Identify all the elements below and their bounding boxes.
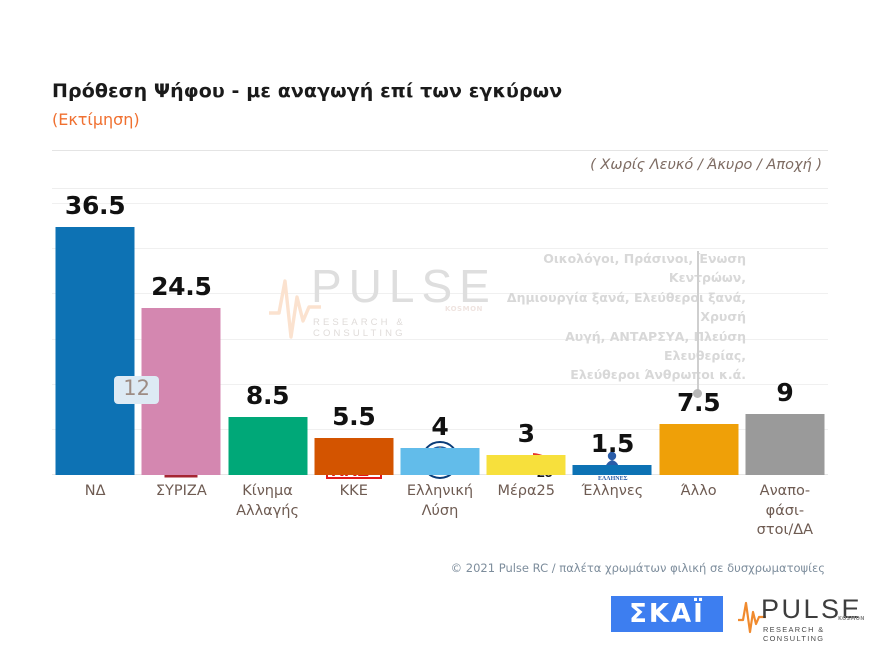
category-label-line: Μέρα25 [497,483,555,499]
pulse-logo-sub: KOSMON [838,616,865,622]
category-label-ΣΥΡΙΖΑ: ΣΥΡΙΖΑ [138,482,224,502]
gridline [52,339,828,340]
pulse-logo: PULSE KOSMON RESEARCH & CONSULTING [737,594,865,643]
bar-slot: ΚΚΕ5.5 [311,203,397,480]
bar-slot: 9 [742,203,828,475]
category-label-line: φάσι- [765,502,805,519]
bar-Ελληνική Λύση[interactable] [400,448,480,475]
category-label-line: στοι/ΔΑ [756,522,814,539]
bar-ΝΔ[interactable] [55,227,135,475]
pulse-logo-text: PULSE [761,594,863,624]
category-label-line: Κίνημα [242,483,293,499]
category-label-line: Άλλο [680,483,717,499]
category-label-Κίνημα Αλλαγής: Κίνημα Αλλαγής [224,482,310,521]
annotation-line: Δημιουργία ξανά, Ελεύθεροι ξανά, Χρυσή [506,289,746,325]
category-label-ΝΔ: ΝΔ [52,482,138,502]
gridline [52,293,828,294]
bar-value-label: 3 [517,419,535,448]
category-label-line: Λύση [421,502,459,519]
category-label-Ελληνική Λύση: Ελληνική Λύση [397,482,483,521]
header-divider-secondary [52,188,828,189]
pulse-wave-icon [738,601,766,634]
skai-logo: ΣΚΑΪ [611,596,723,632]
minor-parties-annotation: Οικολόγοι, Πράσινοι, Ένωση Κεντρώων, Δημ… [496,249,746,385]
gap-marker-label: 12 [114,376,159,404]
bar-Αναποφάσιστοι/ΔΑ[interactable] [745,414,825,475]
header-divider [52,150,828,151]
annotation-leader-dot [693,389,702,398]
annotation-leader-line [697,251,699,393]
category-label-line: ΝΔ [84,483,106,499]
gridline [52,248,828,249]
page-subtitle: (Εκτίμηση) [52,110,140,129]
bar-value-label: 9 [776,378,794,407]
bar-slot: 24.5 [138,203,224,481]
bar-value-label: 7.5 [676,388,721,417]
gridline [52,384,828,385]
annotation-line: Οικολόγοι, Πράσινοι, Ένωση Κεντρώων, [543,251,746,286]
page-title: Πρόθεση Ψήφου - με αναγωγή επί των εγκύρ… [52,80,563,102]
bar-Κίνημα Αλλαγής[interactable] [228,417,308,475]
annotation-line: Αυγή, ΑΝΤΑΡΣΥΑ, Πλεύση Ελευθερίας, [565,328,746,363]
category-axis-labels: ΝΔ ΣΥΡΙΖΑ Κίνημα Αλλαγής ΚΚΕ Ελληνική Λύση Μέρα… [52,482,828,552]
bar-slot: 8.5 [224,203,310,475]
svg-text:ΕΛΛΗΝΕΣ: ΕΛΛΗΝΕΣ [598,476,628,481]
gridline [52,429,828,430]
bar-value-label: 5.5 [332,402,376,431]
category-label-Έλληνες: Έλληνες [569,482,655,502]
bar-slot: ΝΔ36.5 [52,191,138,482]
bar-Έλληνες[interactable] [572,465,652,475]
chart-plot-area: PULSE KOSMON RESEARCH & CONSULTING Οικολ… [52,191,828,482]
bar-slot: 4 [397,203,483,479]
bar-slot: 7.5 [656,203,742,475]
bar-value-label: 8.5 [245,381,290,410]
bar-value-label: 24.5 [151,272,212,301]
category-label-line: Αναπο- [759,483,811,499]
bar-slot: ΕΛΛΗΝΕΣ 1.5 [569,203,655,482]
category-label-line: ΣΥΡΙΖΑ [155,483,207,499]
annotation-line: Ελεύθεροι Άνθρωποι κ.ά. [570,367,746,383]
category-label-line: Αλλαγής [236,502,299,519]
copyright-note: © 2021 Pulse RC / παλέτα χρωμάτων φιλική… [450,561,825,575]
header-note: ( Χωρίς Λευκό / Άκυρο / Αποχή ) [590,157,822,173]
category-label-ΚΚΕ: ΚΚΕ [311,482,397,502]
pulse-logo-tagline: RESEARCH & CONSULTING [763,625,825,643]
bar-ΚΚΕ[interactable] [314,438,394,475]
category-label-line: ΚΚΕ [339,483,368,499]
category-label-line: Ελληνική [406,483,474,499]
bar-value-label: 1.5 [590,429,635,458]
bar-slot: ΜέΡΑ253 [483,203,569,480]
category-label-Μέρα25: Μέρα25 [483,482,569,502]
category-label-line: Έλληνες [581,483,644,499]
bar-Άλλο[interactable] [659,424,739,475]
category-label-Αναποφάσιστοι/ΔΑ: Αναπο-φάσι-στοι/ΔΑ [742,482,828,541]
bar-value-label: 4 [431,412,449,441]
gridline [52,203,828,204]
bar-value-label: 36.5 [64,191,126,220]
category-label-Άλλο: Άλλο [656,482,742,502]
bar-Μέρα25[interactable] [486,455,566,475]
